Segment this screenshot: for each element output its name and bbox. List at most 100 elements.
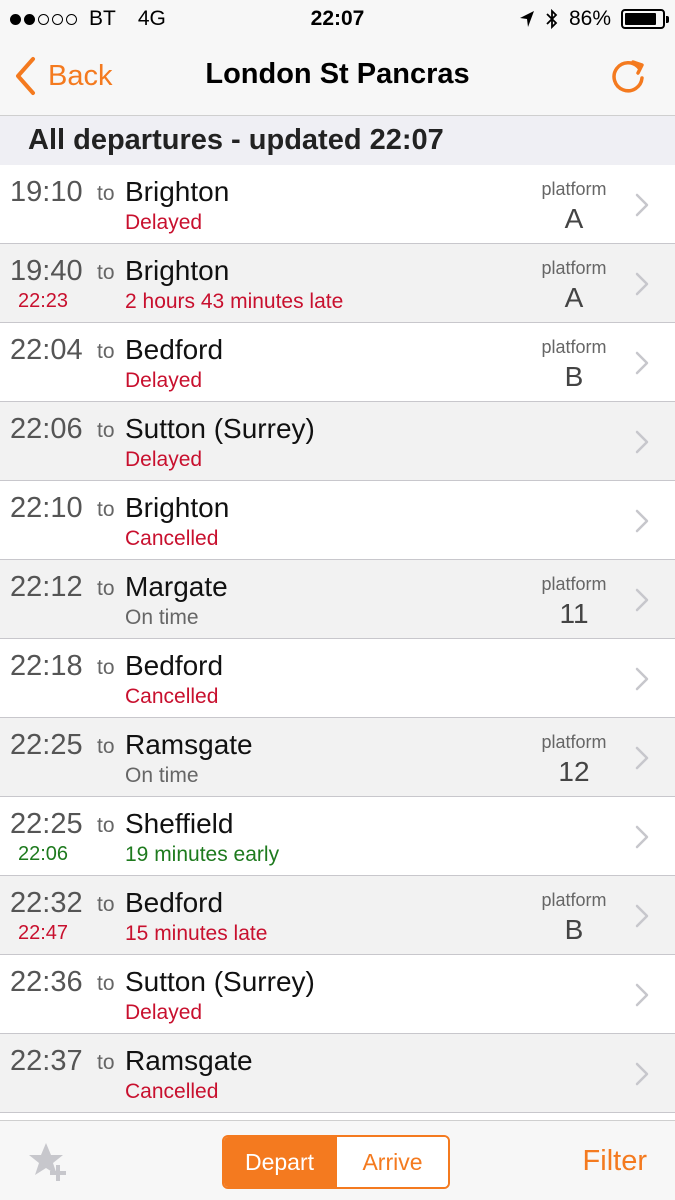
departure-time: 22:04	[10, 334, 83, 366]
bottom-toolbar: Depart Arrive Filter	[0, 1120, 675, 1200]
departure-time: 22:18	[10, 650, 83, 682]
section-header: All departures - updated 22:07	[0, 116, 675, 165]
platform-label: platform	[541, 574, 607, 594]
platform-number: A	[564, 282, 584, 313]
to-label: to	[97, 340, 115, 363]
departure-time: 22:25	[10, 808, 83, 840]
signal-strength-icon	[10, 13, 77, 25]
platform-label: platform	[541, 890, 607, 910]
expected-time: 22:06	[18, 843, 69, 865]
to-label: to	[97, 814, 115, 837]
location-arrow-icon	[519, 11, 534, 27]
departure-row[interactable]: 22:25 to Ramsgate On time platform 12	[0, 718, 675, 797]
departure-time: 22:06	[10, 413, 83, 445]
star-add-icon[interactable]	[28, 1141, 72, 1183]
to-label: to	[97, 1051, 115, 1074]
departure-row[interactable]: 19:10 to Brighton Delayed platform A	[0, 165, 675, 244]
platform-number: 11	[559, 598, 589, 629]
depart-segment[interactable]: Depart	[224, 1137, 335, 1187]
status-text: Delayed	[125, 448, 203, 471]
departure-row[interactable]: 22:18 to Bedford Cancelled	[0, 639, 675, 718]
destination: Sutton (Surrey)	[125, 966, 315, 997]
destination: Brighton	[125, 492, 230, 523]
departure-time: 22:36	[10, 966, 83, 998]
destination: Bedford	[125, 650, 224, 681]
chevron-right-icon	[635, 825, 649, 849]
status-text: 19 minutes early	[125, 843, 280, 866]
bluetooth-icon	[546, 8, 558, 30]
chevron-right-icon	[635, 272, 649, 296]
to-label: to	[97, 972, 115, 995]
chevron-right-icon	[635, 904, 649, 928]
chevron-right-icon	[635, 746, 649, 770]
departure-time: 22:32	[10, 887, 83, 919]
chevron-right-icon	[635, 509, 649, 533]
status-text: Cancelled	[125, 685, 219, 708]
departure-time: 22:10	[10, 492, 83, 524]
departure-row[interactable]: 22:12 to Margate On time platform 11	[0, 560, 675, 639]
status-text: 2 hours 43 minutes late	[125, 290, 344, 313]
back-button[interactable]: Back	[14, 56, 112, 96]
destination: Brighton	[125, 176, 230, 207]
battery-icon	[621, 9, 669, 29]
to-label: to	[97, 498, 115, 521]
platform-number: A	[564, 203, 584, 234]
carrier-name: BT	[89, 7, 116, 30]
battery-level	[625, 13, 656, 25]
chevron-right-icon	[635, 588, 649, 612]
status-text: Cancelled	[125, 1080, 219, 1103]
platform-label: platform	[541, 337, 607, 357]
back-label: Back	[48, 59, 113, 92]
status-text: On time	[125, 764, 199, 787]
platform-label: platform	[541, 258, 607, 278]
status-text: 15 minutes late	[125, 922, 268, 945]
destination: Brighton	[125, 255, 230, 286]
departure-time: 22:12	[10, 571, 83, 603]
departure-row[interactable]: 22:36 to Sutton (Surrey) Delayed	[0, 955, 675, 1034]
departure-time: 22:37	[10, 1045, 83, 1077]
refresh-icon[interactable]	[609, 56, 649, 96]
departure-row[interactable]: 22:32 to Bedford 22:47 15 minutes late platfo…	[0, 876, 675, 955]
filter-button[interactable]: Filter	[582, 1145, 647, 1177]
to-label: to	[97, 893, 115, 916]
chevron-right-icon	[635, 193, 649, 217]
platform-number: B	[564, 361, 584, 392]
status-bar-left: BT 4G	[10, 7, 166, 31]
status-text: Delayed	[125, 211, 203, 234]
arrive-segment[interactable]: Arrive	[335, 1137, 448, 1187]
to-label: to	[97, 735, 115, 758]
platform-label: platform	[541, 732, 607, 752]
platform-label: platform	[541, 179, 607, 199]
expected-time: 22:23	[18, 290, 69, 312]
departure-row[interactable]: 19:40 to Brighton 22:23 2 hours 43 minutes l…	[0, 244, 675, 323]
destination: Ramsgate	[125, 729, 253, 760]
departures-list: 19:10 to Brighton Delayed platform A 19:40 to Br…	[0, 165, 675, 1113]
departure-row[interactable]: 22:04 to Bedford Delayed platform B	[0, 323, 675, 402]
departure-row[interactable]: 22:37 to Ramsgate Cancelled	[0, 1034, 675, 1113]
status-text: On time	[125, 606, 199, 629]
status-text: Delayed	[125, 1001, 203, 1024]
to-label: to	[97, 182, 115, 205]
destination: Ramsgate	[125, 1045, 253, 1076]
expected-time: 22:47	[18, 922, 69, 944]
chevron-right-icon	[635, 983, 649, 1007]
navigation-bar: Back London St Pancras	[0, 38, 675, 116]
destination: Bedford	[125, 334, 224, 365]
status-bar-right: 86%	[519, 7, 669, 31]
departure-time: 22:25	[10, 729, 83, 761]
status-bar-time: 22:07	[310, 7, 365, 30]
destination: Margate	[125, 571, 228, 602]
platform-number: B	[564, 914, 584, 945]
status-bar: BT 4G 22:07 86%	[0, 0, 675, 38]
platform-number: 12	[558, 756, 590, 787]
depart-arrive-segmented-control: Depart Arrive	[222, 1135, 450, 1189]
to-label: to	[97, 656, 115, 679]
departure-time: 19:10	[10, 176, 83, 208]
departure-time: 19:40	[10, 255, 83, 287]
departure-row[interactable]: 22:25 to Sheffield 22:06 19 minutes early	[0, 797, 675, 876]
departure-row[interactable]: 22:10 to Brighton Cancelled	[0, 481, 675, 560]
chevron-right-icon	[635, 351, 649, 375]
departure-row[interactable]: 22:06 to Sutton (Surrey) Delayed	[0, 402, 675, 481]
destination: Sheffield	[125, 808, 234, 839]
network-type: 4G	[137, 7, 166, 30]
